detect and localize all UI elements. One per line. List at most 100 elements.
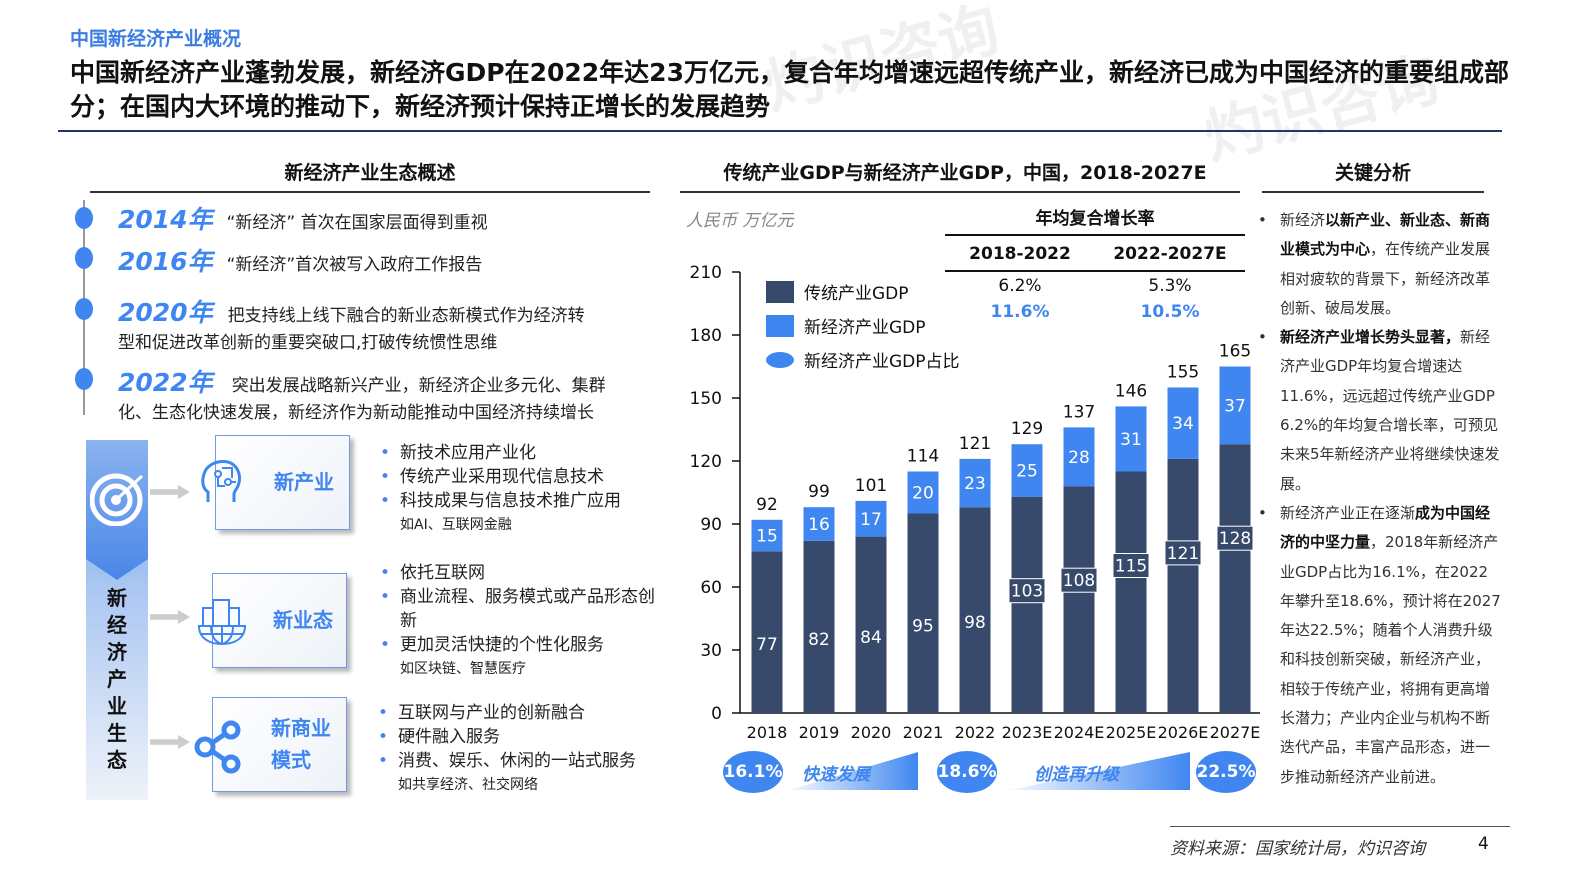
bar-new-economy [1011, 444, 1043, 497]
data-label-bg [1112, 553, 1150, 578]
section-kicker: 中国新经济产业概况 [70, 28, 242, 50]
card-bullets: 互联网与产业的创新融合 硬件融入服务 消费、娱乐、休闲的一站式服务 如共享经济、… [376, 701, 686, 797]
bar-new-economy [855, 500, 887, 537]
timeline-item: 2014年 “新经济” 首次在国家层面得到重视 [118, 200, 488, 237]
card-bullets: 依托互联网 商业流程、服务模式或产品形态创新 更加灵活快捷的个性化服务 如区块链… [378, 561, 668, 681]
analysis-point: 新经济产业增长势头显著，新经济产业GDP年均复合增速达11.6%，远远超过传统产… [1258, 323, 1503, 499]
arrow-icon [150, 485, 190, 499]
bar-new-economy [803, 507, 835, 541]
data-label-total: 114 [907, 447, 939, 467]
x-tick-label: 2022 [955, 723, 996, 742]
timeline-item: 2020年 把支持线上线下融合的新业态新模式作为经济转 型和促进改革创新的重要突… [118, 293, 668, 357]
timeline-text-cont: 化、生态化快速发展，新经济作为新动能推动中国经济持续增长 [118, 403, 594, 423]
x-tick-label: 2026E [1158, 723, 1209, 742]
timeline-dot [75, 207, 93, 229]
data-label-new-economy: 25 [1016, 461, 1038, 481]
text: 新经济产业GDP年均复合增速达11.6%，远远超过传统产业GDP 6.2%的年均… [1280, 328, 1500, 493]
bar-chart: 0 30 60 90 120 150 180 210 77 15 92 2018 82 16 99 2019 8… [690, 263, 1261, 742]
data-label-bg [1216, 525, 1254, 551]
data-label-traditional: 121 [1167, 544, 1199, 564]
data-label-new-economy: 16 [808, 515, 830, 535]
title-divider [58, 130, 1502, 132]
card-label: 新商业模式 [271, 716, 331, 772]
chart-legend: 传统产业GDP 新经济产业GDP 新经济产业GDP占比 [766, 279, 960, 372]
cagr-title: 年均复合增长率 [1035, 209, 1155, 229]
bullet: 依托互联网 [378, 561, 668, 585]
example: 如区块链、智慧医疗 [400, 661, 526, 677]
bar-new-economy [1063, 427, 1095, 487]
cagr-header: 2018-2022 2022-2027E [945, 244, 1245, 264]
timeline-dot [75, 368, 93, 390]
legend-label: 新经济产业GDP占比 [804, 352, 960, 372]
legend-item: 传统产业GDP [766, 279, 960, 304]
y-tick-label: 180 [690, 326, 722, 346]
x-tick-label: 2018 [747, 723, 788, 742]
bar-traditional [1115, 471, 1147, 713]
chart-unit: 人民币 万亿元 [686, 211, 794, 231]
timeline-dot [75, 247, 93, 269]
y-tick-label: 30 [700, 641, 722, 661]
data-label-traditional: 82 [808, 630, 830, 650]
timeline-text-cont: 型和促进改革创新的重要突破口,打破传统惯性思维 [118, 333, 498, 353]
bar-traditional [855, 536, 887, 713]
example: 如共享经济、社交网络 [398, 777, 538, 793]
bar-new-economy [907, 471, 939, 514]
card-label: 新业态 [273, 608, 333, 632]
bar-new-economy [959, 458, 991, 508]
analysis-point: 新经济以新产业、新业态、新商业模式为中心，在传统产业发展相对疲软的背景下，新经济… [1258, 206, 1503, 323]
text: ，在传统产业发展相对疲软的背景下，新经济改革创新、破局发展。 [1280, 240, 1491, 317]
bar-traditional [1063, 486, 1095, 713]
bar-traditional [1011, 496, 1043, 713]
ai-head-icon [201, 460, 242, 502]
emphasis: 以新产业、新业态、新商业模式为中心 [1280, 211, 1491, 259]
timeline-text: “新经济” 首次在国家层面得到重视 [226, 213, 488, 233]
data-label-new-economy: 23 [964, 474, 986, 494]
chart-title: 传统产业GDP与新经济产业GDP，中国，2018-2027E [723, 162, 1207, 184]
card-bullets: 新技术应用产业化 传统产业采用现代信息技术 科技成果与信息技术推广应用 如AI、… [378, 441, 678, 537]
emphasis: 成为中国经济的中坚力量 [1280, 503, 1491, 552]
cagr-value: 6.2% [998, 276, 1042, 296]
timeline-text: “新经济”首次被写入政府工作报告 [226, 255, 483, 275]
x-tick-label: 2021 [903, 723, 944, 742]
data-label-total: 121 [959, 434, 991, 454]
cagr-value: 10.5% [1140, 302, 1200, 322]
data-label-new-economy: 34 [1172, 414, 1194, 434]
cagr-divider [945, 270, 1245, 272]
cagr-col: 2018-2022 [969, 244, 1071, 264]
data-label-total: 146 [1115, 381, 1147, 401]
y-tick-label: 0 [711, 704, 722, 724]
data-label-new-economy: 37 [1224, 396, 1246, 416]
y-tick-label: 150 [690, 389, 722, 409]
bullet: 科技成果与信息技术推广应用 [378, 489, 678, 513]
legend-label: 传统产业GDP [804, 284, 909, 304]
timeline-year: 2022年 [118, 368, 213, 397]
x-tick-label: 2024E [1054, 723, 1105, 742]
source-note: 资料来源：国家统计局，灼识咨询 [1170, 839, 1425, 859]
y-tick-label: 60 [700, 578, 722, 598]
data-label-total: 155 [1167, 363, 1199, 383]
card-new-industry: 新产业 [201, 435, 350, 530]
section-divider [680, 191, 1240, 193]
target-icon [89, 470, 146, 530]
bar-new-economy [1167, 387, 1199, 459]
data-label-traditional: 108 [1063, 571, 1095, 591]
card-new-format: 新业态 [197, 573, 347, 668]
bar-new-economy [1115, 406, 1147, 472]
cagr-traditional-row: 6.2% 5.3% [945, 276, 1245, 296]
data-label-total: 92 [756, 495, 778, 515]
y-tick-label: 120 [690, 452, 722, 472]
city-globe-icon [197, 599, 247, 646]
share-pill: 22.5% [1196, 751, 1256, 793]
bar-traditional [959, 507, 991, 713]
x-tick-label: 2023E [1002, 723, 1053, 742]
data-label-bg [1060, 567, 1098, 593]
card-label: 新产业 [274, 470, 334, 494]
bullet: 硬件融入服务 [376, 725, 686, 749]
emphasis: 新经济产业增长势头显著， [1280, 328, 1461, 347]
data-label-traditional: 77 [756, 635, 778, 655]
data-label-traditional: 84 [860, 628, 882, 648]
bullet: 商业流程、服务模式或产品形态创新 [378, 585, 668, 633]
timeline-item: 2016年 “新经济”首次被写入政府工作报告 [118, 242, 482, 279]
key-analysis: 新经济以新产业、新业态、新商业模式为中心，在传统产业发展相对疲软的背景下，新经济… [1258, 206, 1503, 792]
x-tick-label: 2019 [799, 723, 840, 742]
